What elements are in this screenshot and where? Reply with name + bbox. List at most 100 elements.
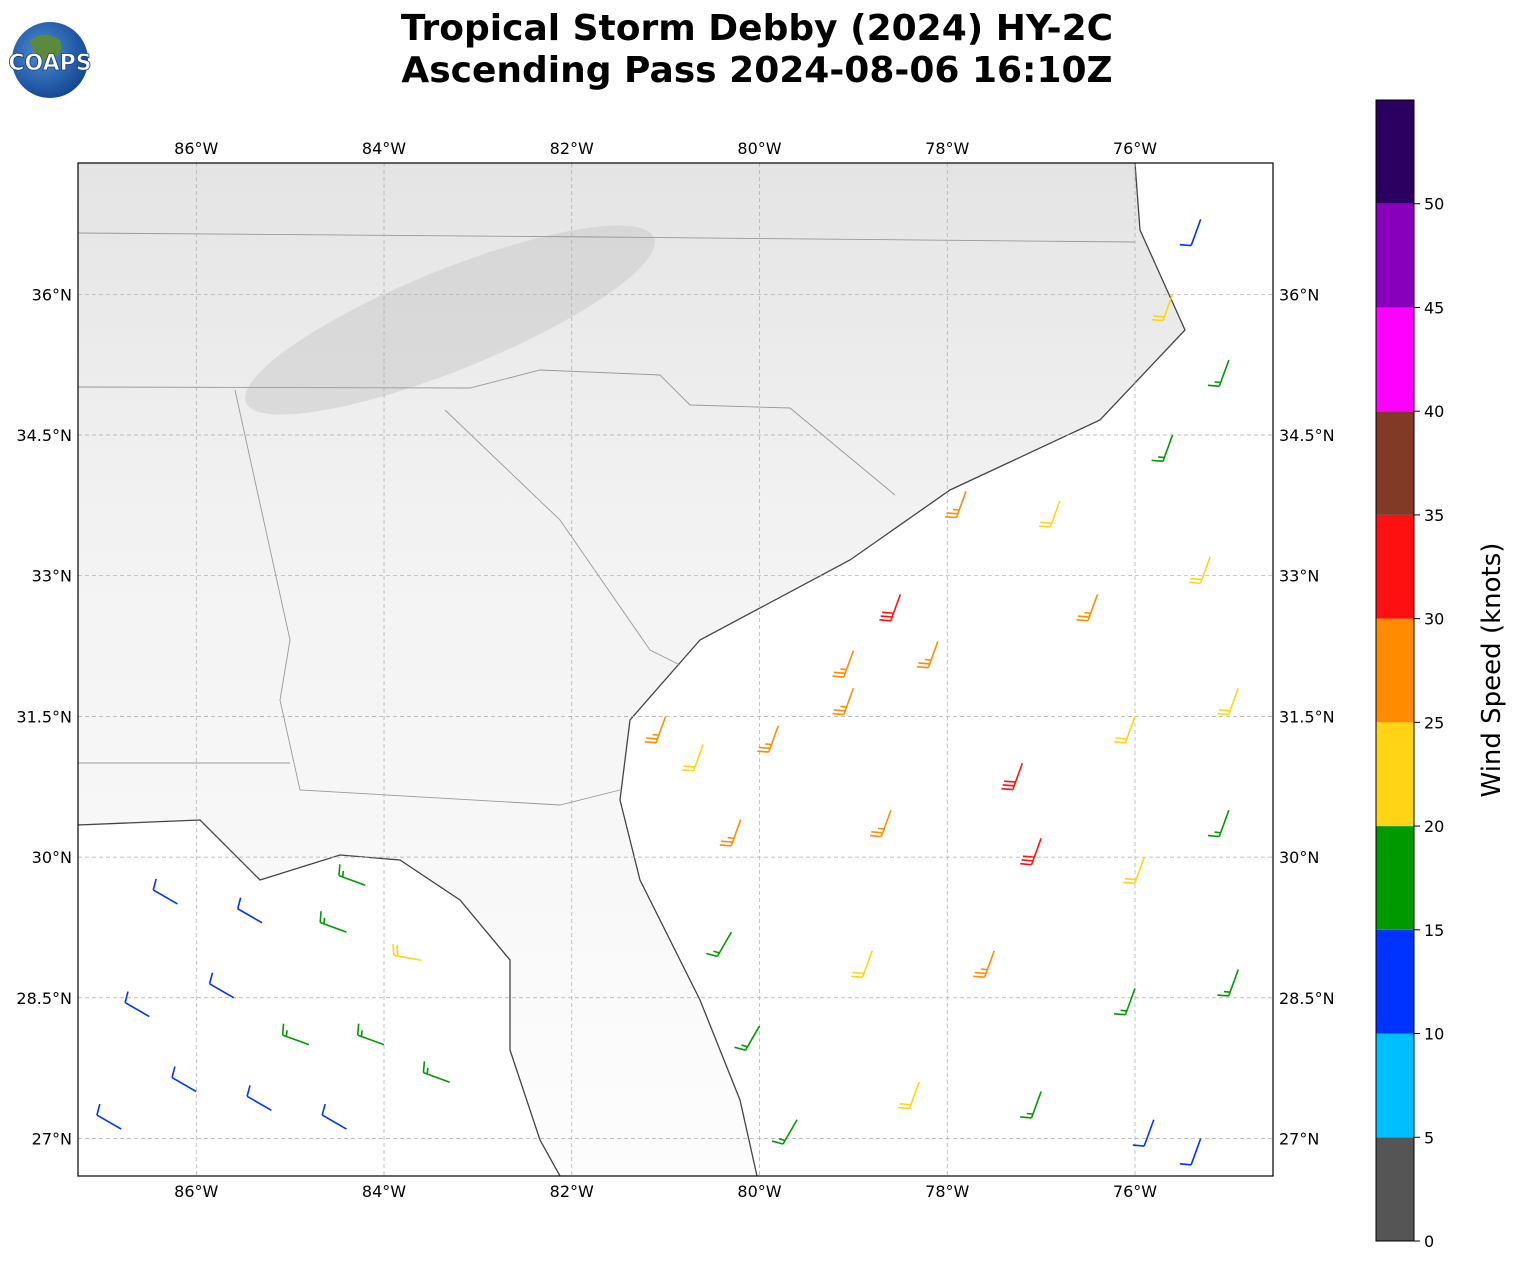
y-tick-label: 36°N [32,285,72,304]
x-tick-label: 80°W [737,1182,781,1201]
wind-barb [879,594,902,622]
colorbar-tick-label: 30 [1424,610,1444,629]
y-tick-label: 34.5°N [16,426,72,445]
x-tick-label: 78°W [925,1182,969,1201]
colorbar-segment [1376,1137,1414,1241]
wind-barb [706,931,733,958]
tick-labels: 86°W 86°W 84°W 84°W 82°W 82°W 80°W 80°W 78°W 78°W… [16,139,1334,1201]
x-tick-label: 78°W [925,139,969,158]
colorbar: 0 5 10 15 20 25 30 35 40 45 50 [1375,99,1444,1251]
wind-barb [832,650,855,678]
colorbar-segment [1376,618,1414,723]
title: Ascending Pass 2024-08-06 16:10Z [401,50,1112,91]
x-tick-label: 76°W [1113,1182,1157,1201]
colorbar-frame [1375,99,1415,1242]
y-tick-label: 36°N [1279,285,1319,304]
wind-barb [1151,294,1174,322]
colorbar-segment [1376,929,1414,1034]
wind-barb [682,744,704,772]
colorbar-tick-label: 20 [1424,817,1444,836]
map-frame [77,162,1274,1177]
grid [78,163,1273,1176]
wind-barb [1179,1138,1202,1166]
wind-barb [1020,1091,1042,1119]
wind-barb [1217,969,1240,997]
wind-barb [338,864,366,886]
wind-barb [152,878,178,905]
colorbar-segment [1376,203,1414,308]
colorbar-tick-label: 25 [1424,713,1444,732]
x-tick-label: 86°W [174,139,218,158]
wind-barb [124,991,150,1018]
wind-barb [1114,988,1136,1016]
wind-barb [1217,687,1240,716]
wind-barb [1114,716,1136,744]
x-tick-label: 82°W [550,1182,594,1201]
wind-barb [973,950,995,978]
y-tick-label: 31.5°N [16,707,72,726]
colorbar-tick-label: 35 [1424,506,1444,525]
wind-barb [719,819,742,847]
wind-barb [236,897,263,924]
y-tick-label: 30°N [32,848,72,867]
wind-barb [96,1103,122,1130]
wind-barb [281,1023,310,1046]
wind-barb [1151,434,1174,463]
colorbar-tick-label: 45 [1424,298,1444,317]
y-tick-label: 31.5°N [1279,707,1335,726]
wind-barb [832,687,855,716]
y-tick-label: 33°N [1279,567,1319,586]
wind-barb [319,911,347,933]
wind-barb [1207,809,1230,838]
colorbar-tick-label: 0 [1424,1232,1434,1251]
colorbar-segment [1376,826,1414,930]
wind-barb [945,491,967,519]
wind-barb [869,809,892,838]
x-tick-label: 84°W [362,139,406,158]
colorbar-tick-label: 15 [1424,921,1444,940]
x-tick-label: 82°W [550,139,594,158]
colorbar-tick-label: 50 [1424,195,1444,214]
wind-barb [1132,1119,1155,1147]
wind-barb [1207,359,1230,388]
wind-barb [644,716,667,744]
y-tick-label: 34.5°N [1279,426,1335,445]
title: Tropical Storm Debby (2024) HY-2C [401,8,1113,49]
y-tick-label: 28.5°N [1279,989,1335,1008]
wind-barb [1076,594,1099,622]
colorbar-segment [1376,100,1414,204]
wind-barb [321,1103,347,1130]
wind-barb [1189,556,1211,585]
wind-barb [1038,500,1061,528]
y-tick-label: 27°N [32,1129,72,1148]
colorbar-tick-label: 10 [1424,1025,1444,1044]
wind-barb [1179,219,1202,247]
wind-barb [916,641,939,669]
colorbar-segment [1376,411,1414,515]
colorbar-segment [1376,722,1414,827]
colorbar-segment [1376,514,1414,619]
wind-barb [171,1066,197,1093]
barbs [96,219,1240,1166]
wind-barb [422,1061,451,1083]
logo-text: COAPS [8,51,91,76]
wind-barb [356,1023,385,1046]
wind-barb [757,725,780,753]
wind-barb [898,1081,920,1110]
logo: COAPS [8,22,92,98]
wind-barb [1020,838,1042,866]
x-tick-label: 80°W [737,139,781,158]
wind-barb [246,1085,272,1112]
y-tick-label: 33°N [32,567,72,586]
wind-barb [1123,856,1146,885]
wind-barb [851,950,873,978]
colorbar-tick-label: 5 [1424,1128,1434,1147]
wind-barb [392,943,422,962]
colorbar-segment [1376,307,1414,412]
colorbar-segment [1376,1033,1414,1138]
y-tick-label: 30°N [1279,848,1319,867]
wind-barb [771,1119,798,1145]
wind-barb [734,1025,761,1051]
y-tick-label: 28.5°N [16,989,72,1008]
